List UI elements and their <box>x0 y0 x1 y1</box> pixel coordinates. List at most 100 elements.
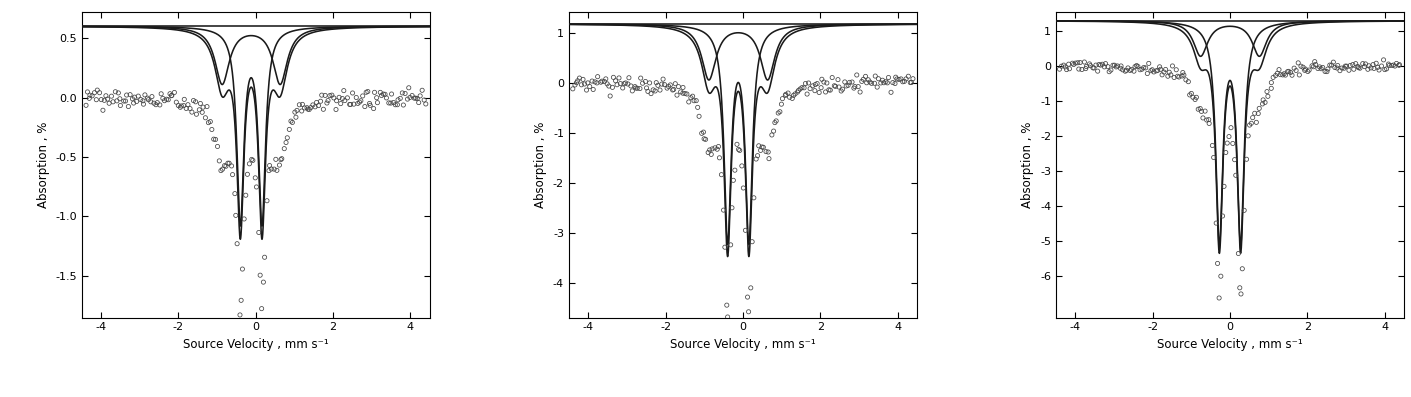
Point <box>621 88 643 94</box>
Point <box>1212 183 1235 189</box>
Point <box>1146 67 1168 73</box>
Point <box>217 160 240 166</box>
Point <box>1112 67 1134 73</box>
Point <box>739 285 762 291</box>
Point <box>783 91 806 97</box>
Point <box>892 79 914 85</box>
Point <box>710 172 732 178</box>
Point <box>1219 125 1242 131</box>
Point <box>772 95 794 102</box>
Point <box>1184 96 1206 103</box>
Point <box>694 136 717 143</box>
Point <box>1349 65 1371 71</box>
Point <box>790 85 813 91</box>
Point <box>1376 66 1398 72</box>
Point <box>593 78 615 85</box>
Point <box>312 106 334 112</box>
Point <box>198 119 220 126</box>
Point <box>849 89 872 95</box>
Point <box>799 85 821 92</box>
Point <box>872 79 895 86</box>
Point <box>1109 65 1132 71</box>
Point <box>190 109 213 116</box>
Point <box>413 97 436 103</box>
Point <box>1071 66 1094 73</box>
Point <box>1315 68 1338 75</box>
Point <box>1057 61 1079 67</box>
Y-axis label: Absorption , %: Absorption , % <box>1022 121 1034 208</box>
Point <box>351 93 374 99</box>
Point <box>761 132 783 138</box>
Point <box>200 126 223 133</box>
Point <box>1260 79 1283 86</box>
Point <box>175 105 198 112</box>
Point <box>1167 73 1189 79</box>
Point <box>1360 65 1383 71</box>
Point <box>1280 69 1302 76</box>
Point <box>634 78 656 85</box>
Point <box>1373 57 1395 63</box>
Point <box>123 94 145 100</box>
Point <box>172 102 195 109</box>
Point <box>1304 58 1326 65</box>
Point <box>1309 66 1332 72</box>
Point <box>171 103 193 109</box>
Point <box>724 167 746 173</box>
Point <box>775 92 797 98</box>
Point <box>591 78 614 84</box>
Point <box>1189 108 1212 115</box>
Point <box>1129 67 1151 73</box>
Point <box>1304 61 1326 67</box>
Point <box>838 79 861 85</box>
Point <box>1211 213 1233 219</box>
Point <box>223 191 246 197</box>
Point <box>1364 60 1387 66</box>
Point <box>1091 61 1113 67</box>
Point <box>636 88 659 94</box>
Point <box>174 96 196 102</box>
Point <box>1370 63 1393 69</box>
Point <box>1377 61 1400 67</box>
Point <box>1201 143 1223 149</box>
Point <box>75 102 97 108</box>
Point <box>804 87 827 94</box>
Point <box>207 158 230 164</box>
Point <box>1058 66 1081 72</box>
Point <box>1230 291 1253 297</box>
Point <box>299 104 322 111</box>
Point <box>246 184 268 190</box>
Point <box>323 95 346 101</box>
Point <box>738 308 761 315</box>
Point <box>1074 59 1096 65</box>
Point <box>1233 207 1256 214</box>
Point <box>1346 63 1369 69</box>
Point <box>769 108 792 115</box>
Point <box>278 126 301 133</box>
Point <box>212 166 234 172</box>
Point <box>1109 63 1132 69</box>
Point <box>809 89 831 96</box>
Point <box>1163 74 1185 81</box>
Point <box>1140 67 1163 74</box>
Point <box>828 84 851 90</box>
Point <box>1257 93 1280 100</box>
Point <box>665 81 687 87</box>
Point <box>1120 66 1143 73</box>
Point <box>308 102 330 109</box>
Point <box>265 167 288 173</box>
Point <box>1252 97 1274 103</box>
Point <box>597 83 619 89</box>
Point <box>365 100 388 106</box>
Point <box>370 89 392 96</box>
Point <box>581 86 604 93</box>
Point <box>85 96 107 103</box>
Point <box>107 90 130 96</box>
Point <box>656 85 679 91</box>
Point <box>370 92 392 98</box>
Point <box>645 79 667 86</box>
Point <box>594 76 617 82</box>
Point <box>1113 68 1136 74</box>
Point <box>882 79 904 86</box>
Point <box>254 254 277 260</box>
Point <box>1307 66 1329 72</box>
